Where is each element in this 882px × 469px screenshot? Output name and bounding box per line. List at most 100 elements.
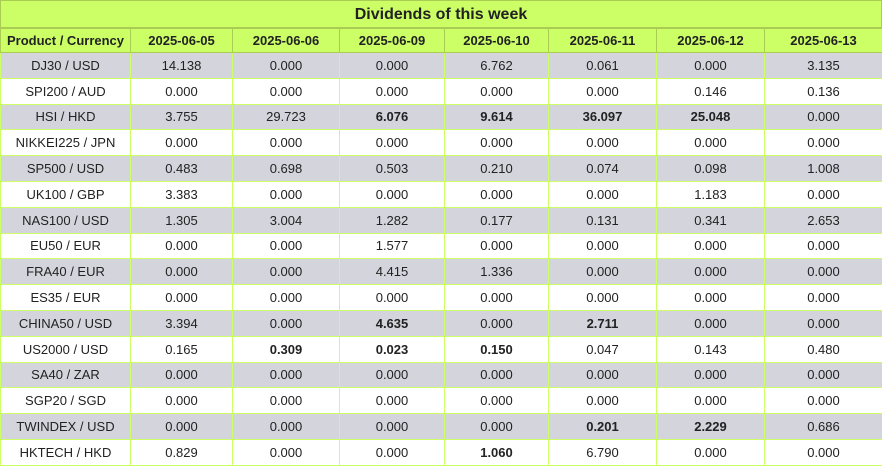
dividend-cell: 0.000 bbox=[764, 258, 882, 286]
product-cell: TWINDEX / USD bbox=[0, 413, 131, 440]
table-row: DJ30 / USD 14.138 0.000 0.000 6.762 0.061 0.00… bbox=[0, 52, 882, 79]
dividend-cell: 6.076 bbox=[339, 103, 445, 131]
dividend-cell: 0.000 bbox=[764, 103, 882, 131]
column-header-date: 2025-06-05 bbox=[130, 28, 233, 53]
dividend-cell: 0.000 bbox=[764, 180, 882, 208]
dividend-cell: 0.000 bbox=[444, 180, 549, 208]
column-header-date: 2025-06-09 bbox=[339, 28, 445, 53]
table-row: UK100 / GBP 3.383 0.000 0.000 0.000 0.000 1.18… bbox=[0, 180, 882, 208]
dividend-cell: 0.000 bbox=[339, 77, 445, 105]
dividend-cell: 0.023 bbox=[339, 335, 445, 363]
dividend-cell: 3.135 bbox=[764, 52, 882, 79]
dividend-cell: 0.000 bbox=[444, 232, 549, 260]
dividend-cell: 14.138 bbox=[130, 52, 233, 79]
dividend-cell: 3.004 bbox=[232, 206, 340, 234]
dividend-cell: 25.048 bbox=[656, 103, 765, 131]
dividend-cell: 2.229 bbox=[656, 413, 765, 440]
dividend-cell: 0.000 bbox=[339, 52, 445, 79]
dividend-cell: 0.000 bbox=[232, 258, 340, 286]
dividend-cell: 0.000 bbox=[232, 413, 340, 440]
table-row: US2000 / USD 0.165 0.309 0.023 0.150 0.047 0.1… bbox=[0, 335, 882, 363]
column-header-product: Product / Currency bbox=[0, 28, 131, 53]
dividend-cell: 0.000 bbox=[764, 438, 882, 466]
table-row: EU50 / EUR 0.000 0.000 1.577 0.000 0.000 0.000… bbox=[0, 232, 882, 260]
table-row: NIKKEI225 / JPN 0.000 0.000 0.000 0.000 0.000… bbox=[0, 129, 882, 157]
dividend-cell: 0.000 bbox=[656, 284, 765, 311]
dividend-cell: 6.762 bbox=[444, 52, 549, 79]
product-cell: NIKKEI225 / JPN bbox=[0, 129, 131, 157]
dividend-cell: 4.635 bbox=[339, 309, 445, 337]
dividend-cell: 1.008 bbox=[764, 155, 882, 182]
dividend-cell: 0.000 bbox=[130, 387, 233, 415]
dividend-cell: 0.000 bbox=[232, 52, 340, 79]
dividend-cell: 0.000 bbox=[548, 258, 657, 286]
dividend-cell: 0.000 bbox=[764, 129, 882, 157]
dividend-cell: 0.000 bbox=[444, 77, 549, 105]
dividend-cell: 0.000 bbox=[444, 387, 549, 415]
dividend-cell: 4.415 bbox=[339, 258, 445, 286]
dividend-cell: 1.060 bbox=[444, 438, 549, 466]
dividend-cell: 0.000 bbox=[764, 361, 882, 389]
dividend-cell: 3.383 bbox=[130, 180, 233, 208]
product-cell: ES35 / EUR bbox=[0, 284, 131, 311]
table-row: SA40 / ZAR 0.000 0.000 0.000 0.000 0.000 0.000… bbox=[0, 361, 882, 389]
product-cell: US2000 / USD bbox=[0, 335, 131, 363]
dividend-cell: 0.210 bbox=[444, 155, 549, 182]
dividend-cell: 0.829 bbox=[130, 438, 233, 466]
dividend-cell: 0.201 bbox=[548, 413, 657, 440]
product-cell: HSI / HKD bbox=[0, 103, 131, 131]
table-row: FRA40 / EUR 0.000 0.000 4.415 1.336 0.000 0.00… bbox=[0, 258, 882, 286]
dividend-cell: 0.000 bbox=[656, 232, 765, 260]
column-header-date: 2025-06-10 bbox=[444, 28, 549, 53]
dividend-cell: 0.000 bbox=[339, 387, 445, 415]
product-cell: FRA40 / EUR bbox=[0, 258, 131, 286]
dividend-cell: 0.000 bbox=[232, 309, 340, 337]
dividend-cell: 0.000 bbox=[232, 77, 340, 105]
dividend-cell: 0.341 bbox=[656, 206, 765, 234]
dividend-cell: 0.000 bbox=[232, 387, 340, 415]
dividend-cell: 0.000 bbox=[130, 77, 233, 105]
dividend-cell: 0.000 bbox=[656, 52, 765, 79]
dividend-cell: 1.336 bbox=[444, 258, 549, 286]
dividend-cell: 0.000 bbox=[656, 309, 765, 337]
dividend-cell: 0.698 bbox=[232, 155, 340, 182]
dividend-cell: 0.000 bbox=[764, 309, 882, 337]
dividend-cell: 0.000 bbox=[130, 129, 233, 157]
dividend-cell: 0.000 bbox=[339, 180, 445, 208]
column-header-date: 2025-06-06 bbox=[232, 28, 340, 53]
column-header-date: 2025-06-13 bbox=[764, 28, 882, 53]
dividend-cell: 0.177 bbox=[444, 206, 549, 234]
table-row: TWINDEX / USD 0.000 0.000 0.000 0.000 0.201 2.… bbox=[0, 413, 882, 440]
dividend-cell: 0.000 bbox=[130, 284, 233, 311]
table-row: SPI200 / AUD 0.000 0.000 0.000 0.000 0.000 0.1… bbox=[0, 77, 882, 105]
dividend-cell: 29.723 bbox=[232, 103, 340, 131]
dividend-cell: 1.183 bbox=[656, 180, 765, 208]
dividend-cell: 0.000 bbox=[764, 387, 882, 415]
table-row: HSI / HKD 3.755 29.723 6.076 9.614 36.097 25.0… bbox=[0, 103, 882, 131]
product-cell: SGP20 / SGD bbox=[0, 387, 131, 415]
dividend-cell: 0.000 bbox=[339, 284, 445, 311]
product-cell: HKTECH / HKD bbox=[0, 438, 131, 466]
dividend-cell: 0.098 bbox=[656, 155, 765, 182]
dividend-cell: 0.480 bbox=[764, 335, 882, 363]
dividend-cell: 0.000 bbox=[656, 258, 765, 286]
product-cell: NAS100 / USD bbox=[0, 206, 131, 234]
dividend-cell: 0.000 bbox=[548, 284, 657, 311]
dividend-cell: 0.309 bbox=[232, 335, 340, 363]
dividend-cell: 0.136 bbox=[764, 77, 882, 105]
dividend-cell: 0.150 bbox=[444, 335, 549, 363]
dividend-cell: 0.000 bbox=[444, 413, 549, 440]
dividend-cell: 0.143 bbox=[656, 335, 765, 363]
column-header-date: 2025-06-11 bbox=[548, 28, 657, 53]
dividend-cell: 6.790 bbox=[548, 438, 657, 466]
dividend-cell: 0.000 bbox=[232, 438, 340, 466]
table-body: DJ30 / USD 14.138 0.000 0.000 6.762 0.061 0.00… bbox=[0, 52, 882, 466]
column-header-date: 2025-06-12 bbox=[656, 28, 765, 53]
dividend-cell: 0.000 bbox=[764, 232, 882, 260]
dividend-cell: 0.000 bbox=[339, 413, 445, 440]
product-cell: UK100 / GBP bbox=[0, 180, 131, 208]
product-cell: EU50 / EUR bbox=[0, 232, 131, 260]
product-cell: SPI200 / AUD bbox=[0, 77, 131, 105]
table-row: HKTECH / HKD 0.829 0.000 0.000 1.060 6.790 0.0… bbox=[0, 438, 882, 466]
dividend-cell: 0.000 bbox=[444, 284, 549, 311]
